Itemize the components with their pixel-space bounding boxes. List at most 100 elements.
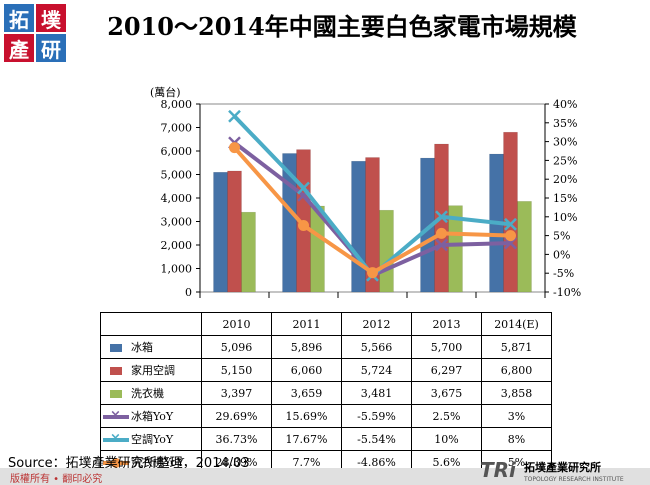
table-corner [100, 312, 202, 336]
y-tick-label: 5,000 [161, 169, 193, 182]
table-row: 冰箱 5,096 5,896 5,566 5,700 5,871 [100, 335, 552, 359]
logo-stamp: 拓 墣 產 研 [4, 4, 68, 62]
legend-cell: 冰箱 [100, 335, 202, 359]
legend-key: × [103, 431, 129, 446]
y-tick-label: 0 [185, 286, 192, 299]
logo-char-4: 研 [36, 34, 66, 62]
series-point-stroke [228, 109, 241, 123]
table-cell: 5,700 [411, 335, 482, 359]
series-point-stroke [297, 181, 310, 195]
table-cell: 5,871 [481, 335, 552, 359]
series-point-2 [504, 217, 517, 231]
table-cell: 6,297 [411, 358, 482, 382]
series-point-2 [228, 109, 241, 123]
table-cell: 36.73% [201, 427, 272, 451]
legend-label: 空調YoY [131, 433, 174, 446]
table-cell: 3,481 [341, 381, 412, 405]
table-cell: -5.59% [341, 404, 412, 428]
table-cell: 5,724 [341, 358, 412, 382]
y-tick-label: 3,000 [161, 216, 193, 229]
table-cell: 3,659 [271, 381, 342, 405]
series-point-2 [435, 210, 448, 224]
series-point-3 [505, 230, 516, 242]
bar-1 [213, 171, 228, 293]
y-tick-label: 4,000 [161, 192, 193, 205]
bar-3 [379, 209, 394, 293]
table-cell: 2.5% [411, 404, 482, 428]
brand-sub: TOPOLOGY RESEARCH INSTITUTE [523, 476, 624, 483]
legend-cell: 家用空調 [100, 358, 202, 382]
series-point-3 [229, 142, 240, 154]
series-point-3 [298, 219, 309, 231]
table-cell: 5,566 [341, 335, 412, 359]
bar-3 [448, 205, 463, 293]
source-note: Source：拓墣產業研究所整理，2014/03 [8, 456, 250, 471]
brand-name: 拓墣產業研究所 [524, 460, 601, 474]
y2-tick-label: 35% [553, 117, 577, 130]
table-row: 家用空調 5,150 6,060 5,724 6,297 6,800 [100, 358, 552, 382]
table-cell: 3,858 [481, 381, 552, 405]
y2-tick-label: 25% [553, 154, 577, 167]
page-title: 2010～2014年中國主要白色家電市場規模 [107, 12, 577, 41]
y2-tick-label: 40% [553, 98, 577, 111]
table-cell: 29.69% [201, 404, 272, 428]
category-label: 2013 [411, 312, 482, 336]
legend-cell: × 空調YoY [100, 427, 202, 451]
y-tick-label: 7,000 [161, 122, 193, 135]
data-table: 2010 2011 2012 2013 2014(E) 冰箱 5,096 5,896 5,566… [100, 312, 552, 474]
brand-mark: TRi [480, 458, 517, 482]
table-cell: 6,060 [271, 358, 342, 382]
legend-label: 家用空調 [131, 364, 175, 377]
table-header-row: 2010 2011 2012 2013 2014(E) [100, 312, 552, 336]
series-point-stroke [435, 210, 448, 224]
footer-bar [0, 468, 650, 485]
table-cell: 5,896 [271, 335, 342, 359]
legend-cell: × 冰箱YoY [100, 404, 202, 428]
category-label: 2010 [201, 312, 272, 336]
legend-label: 洗衣機 [131, 387, 164, 400]
series-point-stroke [504, 217, 517, 231]
series-point-1 [435, 238, 448, 252]
legend-label: 冰箱 [131, 341, 153, 354]
series-point-2 [297, 181, 310, 195]
table-cell: 10% [411, 427, 482, 451]
bar-3 [517, 201, 532, 293]
table-row: 洗衣機 3,397 3,659 3,481 3,675 3,858 [100, 381, 552, 405]
legend-key [103, 388, 129, 400]
y2-tick-label: -5% [553, 267, 574, 280]
table-cell: 6,800 [481, 358, 552, 382]
category-label: 2012 [341, 312, 412, 336]
legend-cell: 洗衣機 [100, 381, 202, 405]
bar-1 [351, 160, 366, 293]
y2-tick-label: 15% [553, 192, 577, 205]
series-point-3 [436, 227, 447, 239]
y-tick-label: 2,000 [161, 239, 193, 252]
brand-logo: TRi 拓墣產業研究所 TOPOLOGY RESEARCH INSTITUTE [480, 458, 624, 483]
copyright-text: 版權所有 • 翻印必究 [10, 474, 103, 485]
bar-2 [227, 170, 242, 293]
legend-label: 洗衣機YoY [131, 456, 185, 469]
legend-label: 冰箱YoY [131, 410, 174, 423]
y2-tick-label: 20% [553, 173, 577, 186]
table-cell: 5,150 [201, 358, 272, 382]
category-label: 2014(E) [481, 312, 552, 336]
category-label: 2011 [271, 312, 342, 336]
y2-tick-label: 0% [553, 248, 570, 261]
table-cell: 8% [481, 427, 552, 451]
table-cell: 3,675 [411, 381, 482, 405]
table-cell: 3% [481, 404, 552, 428]
table-row: × 冰箱YoY 29.69% 15.69% -5.59% 2.5% 3% [100, 404, 552, 428]
series-point-stroke [435, 238, 448, 252]
y-tick-label: 8,000 [161, 98, 193, 111]
legend-key [103, 457, 129, 469]
table-cell: 5,096 [201, 335, 272, 359]
logo-char-3: 產 [4, 34, 34, 62]
legend-key: × [103, 408, 129, 423]
table-cell: 15.69% [271, 404, 342, 428]
y-axis-unit: (萬台) [150, 86, 181, 99]
table-cell: 17.67% [271, 427, 342, 451]
legend-key [103, 342, 129, 354]
logo-char-2: 墣 [36, 4, 66, 32]
bar-3 [241, 211, 256, 293]
table-row: × 空調YoY 36.73% 17.67% -5.54% 10% 8% [100, 427, 552, 451]
